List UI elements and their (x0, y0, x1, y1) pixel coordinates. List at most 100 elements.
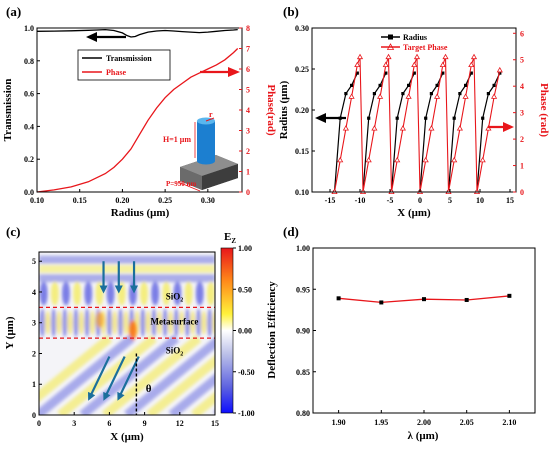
panel-c-x-ticks: 0 3 6 9 12 15 (37, 412, 219, 428)
field-blob (173, 281, 182, 306)
panel-b-radius-marker (486, 92, 490, 96)
field-blob (50, 281, 59, 306)
field-blob (162, 281, 171, 306)
field-band (39, 274, 215, 283)
panel-a-y-axis-label: Transmission (2, 79, 14, 142)
panel-b-target-phase-marker (411, 61, 418, 68)
panel-b-y2-axis-label: Phase (rad) (538, 83, 550, 137)
field-blob (111, 310, 118, 335)
panel-b-x-tick-label: 10 (476, 196, 484, 205)
field-tilted-band (39, 334, 135, 415)
panel-a-y-tick-label: 0.6 (24, 90, 34, 99)
colorbar-title-sub: Z (231, 237, 236, 245)
field-blob (173, 308, 180, 337)
field-blob (128, 320, 137, 341)
panel-b-x-tick-label: 0 (418, 196, 422, 205)
field-tilted-band (124, 337, 215, 415)
panel-c-deflected-arrowhead (103, 391, 111, 401)
panel-c-colorbar-tick-label: -0.50 (238, 368, 255, 377)
panel-b-x-tick-label: -5 (387, 196, 394, 205)
panel-b-radius-marker (372, 92, 376, 96)
field-blob (156, 310, 163, 335)
panel-b-target-phase-marker (422, 156, 429, 163)
panel-b-y2-tick-label: 5 (520, 56, 524, 65)
field-blob (189, 310, 196, 335)
field-blob (167, 310, 174, 335)
field-tilted-band (168, 373, 215, 415)
field-blob (117, 308, 124, 337)
panel-b-target-phase-marker (491, 93, 498, 99)
panel-c-x-tick-label: 9 (143, 419, 147, 428)
field-blob (89, 310, 96, 335)
panel-a-x-tick-label: 0.25 (158, 196, 172, 205)
panel-a-y2-tick-label: 7 (246, 45, 250, 54)
panel-b-y-ticks: 0.10 0.15 0.20 0.25 0.30 (295, 24, 315, 197)
region-label-sub: 2 (180, 298, 183, 304)
panel-a-y2-ticks: 0 1 2 3 4 5 6 7 8 (239, 24, 250, 197)
field-blob (106, 281, 115, 306)
panel-c-deflected-arrow (88, 356, 111, 399)
panel-a-x-tick-label: 0.20 (115, 196, 129, 205)
panel-b-y-tick-label: 0.15 (295, 147, 309, 156)
panel-b-legend-label-target-phase: Target Phase (403, 43, 448, 52)
field-tilted-band (146, 355, 215, 415)
field-blob (139, 308, 146, 337)
panel-c-colorbar (220, 247, 234, 414)
panel-b-y2-ticks: 0 1 2 3 4 5 6 (513, 29, 524, 197)
panel-c-incident-arrowhead (130, 285, 139, 294)
panel-b-target-phase-marker (354, 61, 361, 68)
panel-a-series-transmission (36, 28, 238, 38)
panel-c-y-tick-label: 4 (32, 288, 36, 297)
panel-c-x-tick-label: 12 (176, 419, 184, 428)
panel-c-region-label: Metasurface (150, 316, 198, 326)
panel-b-radius-marker (407, 83, 411, 87)
panel-a-y-tick-label: 0.4 (24, 122, 34, 131)
panel-b-radius-marker (469, 71, 473, 75)
field-blob (67, 310, 74, 335)
panel-b-y2-tick-label: 6 (520, 29, 524, 38)
panel-b-arrow-right (488, 122, 514, 132)
field-blob (39, 281, 48, 306)
panel-a-series-phase (36, 48, 239, 193)
inset-label-r: r (209, 110, 213, 119)
panel-b-y-tick-label: 0.10 (295, 188, 309, 197)
panel-d-plot-area (336, 293, 512, 305)
panel-a-arrow-left (86, 32, 126, 42)
panel-b-target-phase-marker (342, 125, 349, 131)
panel-c-deflected-arrowhead (117, 391, 125, 401)
field-blob (96, 311, 105, 328)
panel-d-efficiency-marker (464, 297, 469, 302)
panel-c-x-tick-label: 3 (72, 419, 76, 428)
region-label-main: SiO (166, 345, 181, 355)
field-blob (106, 308, 113, 337)
panel-a-legend-label-phase: Phase (106, 68, 126, 77)
panel-c-y-ticks: 0 1 2 3 4 5 (32, 257, 42, 420)
panel-a-x-ticks: 0.10 0.15 0.20 0.25 0.30 (30, 189, 215, 205)
panel-a-x-tick-label: 0.15 (73, 196, 87, 205)
panel-b-arrow-left (315, 113, 346, 123)
panel-b-target-phase-marker (382, 61, 389, 68)
field-blob (195, 281, 204, 306)
panel-b-chart: -15 -10 -5 0 5 10 15 0.10 0.15 0.20 0.25 0.30 0 1 2 3… (278, 24, 550, 219)
panel-b-target-phase-marker (479, 156, 486, 163)
field-blob (151, 281, 160, 306)
panel-b-y2-tick-label: 4 (520, 82, 524, 91)
panel-b-target-phase-marker (394, 156, 401, 163)
field-blob (206, 308, 213, 337)
panel-c-colorbar-tick-label: 0.50 (238, 285, 252, 294)
unit-cell-inset-illustration (177, 117, 238, 192)
panel-a-y2-tick-label: 5 (246, 86, 250, 95)
panel-d-y-tick-label: 0.95 (296, 285, 310, 294)
panel-b-target-phase-marker (456, 125, 463, 131)
field-blobs (39, 255, 215, 415)
field-blob (50, 308, 57, 337)
panel-d-efficiency-marker (422, 297, 426, 302)
panel-a-x-tick-label: 0.10 (30, 196, 44, 205)
field-blob (55, 310, 62, 335)
panel-d-efficiency-marker (336, 296, 341, 301)
panel-a-y-tick-label: 1.0 (24, 24, 34, 33)
panel-b-target-phase-marker (371, 125, 378, 131)
field-blob (78, 310, 85, 335)
panel-d-y-ticks: 0.80 0.85 0.90 0.95 1.00 (296, 244, 316, 418)
panel-b-target-phase-marker (451, 156, 458, 163)
